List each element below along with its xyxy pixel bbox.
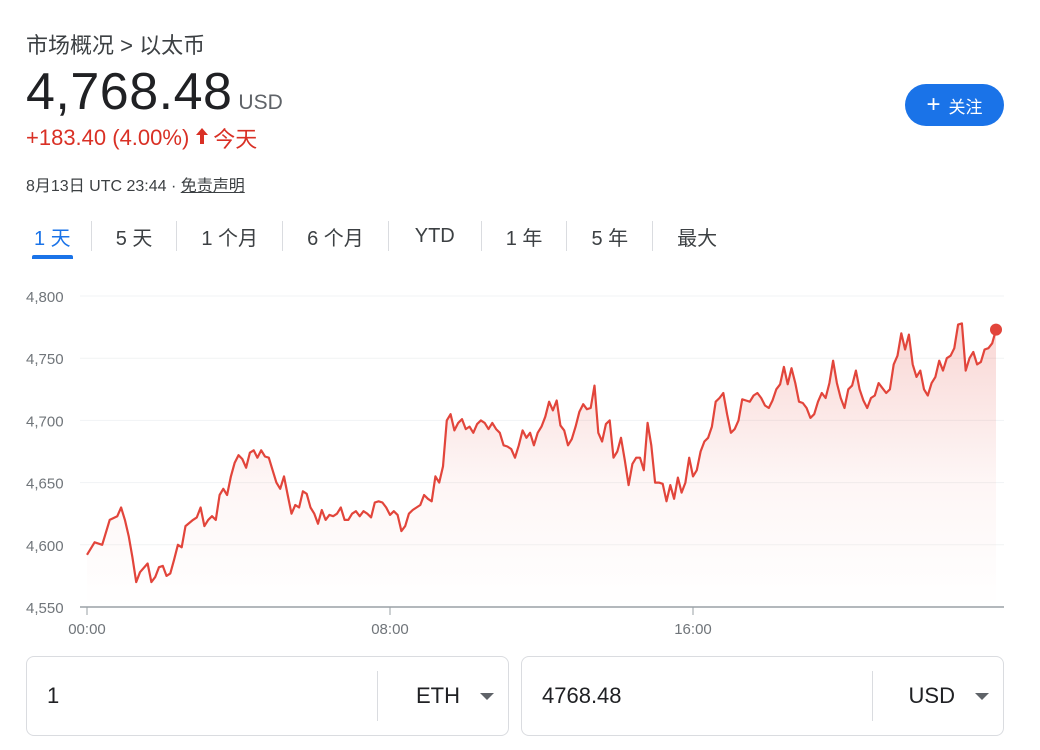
price-currency: USD [238,91,283,114]
to-amount-input[interactable]: 4768.48 [542,683,622,708]
follow-label: 关注 [948,97,983,117]
range-tabs: 1 天 5 天 1 个月 6 个月 YTD 1 年 5 年 最大 [26,217,741,259]
tab-label: 5 天 [115,227,153,250]
x-tick-label: 08:00 [371,621,409,638]
from-unit-label: ETH [416,683,460,708]
follow-button[interactable]: + 关注 [905,84,1004,126]
y-tick-label: 4,800 [26,289,64,306]
converter-from: 1 ETH [26,656,509,736]
chevron-down-icon [975,692,989,700]
tab-label: 1 年 [505,227,543,250]
last-price-dot [990,323,1002,336]
y-tick-label: 4,700 [26,413,64,430]
tab-label: YTD [414,224,455,247]
y-tick-label: 4,750 [26,351,64,368]
price-chart[interactable]: 4,800 4,750 4,700 4,650 4,600 4,550 00:00 08:00… [0,275,1040,645]
change-period: 今天 [213,127,258,152]
price-change: +183.40 (4.00%) 今天 [26,122,257,154]
tab-divider [176,221,178,251]
breadcrumb: 市场概况 > 以太币 [26,33,206,58]
tab-label: 1 天 [34,227,71,250]
tab-divider [652,221,654,251]
disclaimer-link[interactable]: 免责声明 [180,178,245,195]
tab-ytd[interactable]: YTD [413,217,457,255]
price-block: 4,768.48 USD [26,62,283,122]
tab-divider [90,221,92,251]
converter-divider [872,671,873,721]
x-tick-label: 16:00 [674,621,712,638]
to-unit-select[interactable]: USD [873,683,1003,709]
from-unit-select[interactable]: ETH [378,683,508,709]
tab-divider [566,221,568,251]
y-tick-label: 4,600 [26,538,64,555]
tab-1m[interactable]: 1 个月 [199,217,260,255]
tab-label: 最大 [677,227,718,250]
from-amount-input[interactable]: 1 [47,683,60,708]
price-area [87,323,996,607]
y-tick-label: 4,650 [26,476,64,493]
tab-label: 6 个月 [307,227,364,250]
tab-5d[interactable]: 5 天 [114,217,155,255]
timestamp-line: 8月13日 UTC 23:44 · 免责声明 [26,172,245,196]
tab-max[interactable]: 最大 [675,217,719,255]
change-value: +183.40 (4.00%) [26,125,190,150]
plus-icon: + [926,91,941,118]
tab-1d[interactable]: 1 天 [32,217,73,259]
tab-divider [387,221,389,251]
converter-divider [377,671,378,721]
current-price: 4,768.48 [26,63,233,121]
tab-1y[interactable]: 1 年 [504,217,545,255]
to-unit-label: USD [908,683,955,708]
x-tick-label: 00:00 [68,621,106,638]
tab-divider [282,221,284,251]
y-tick-label: 4,550 [26,600,64,617]
tab-5y[interactable]: 5 年 [589,217,630,255]
converter-to: 4768.48 USD [521,656,1004,736]
tab-divider [480,221,482,251]
tab-label: 5 年 [591,227,629,250]
arrow-up-icon [195,125,209,151]
tab-label: 1 个月 [201,227,259,250]
chevron-down-icon [480,692,494,700]
timestamp: 8月13日 UTC 23:44 · [26,178,181,195]
price-line [86,322,998,584]
tab-6m[interactable]: 6 个月 [305,217,366,255]
